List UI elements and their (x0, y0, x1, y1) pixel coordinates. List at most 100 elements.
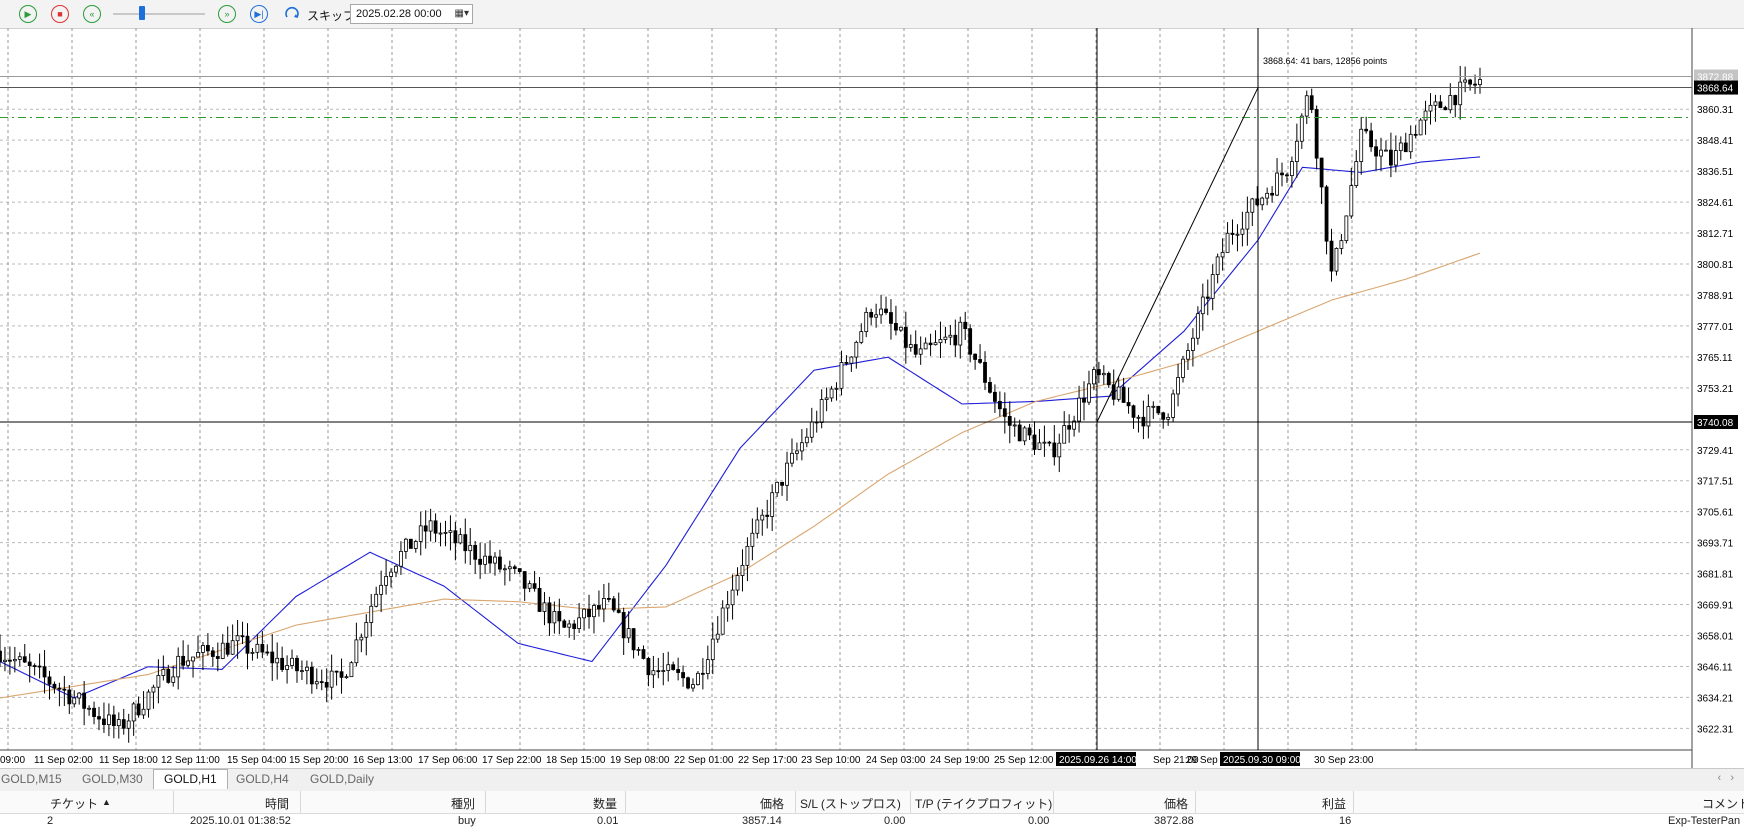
candle-body (1398, 142, 1403, 151)
stop-button[interactable]: ■ (51, 5, 69, 23)
candle-body (735, 575, 740, 591)
candle-body (413, 541, 418, 549)
cell-volume[interactable]: 0.01 (597, 815, 619, 827)
candle-body (790, 452, 794, 464)
candle-body (1384, 149, 1388, 152)
speed-slider-thumb[interactable] (139, 6, 145, 20)
skip-date-input[interactable]: 2025.02.28 00:00 ▦▾ (350, 4, 473, 24)
candle-body (908, 344, 913, 348)
candle-body (1087, 383, 1091, 403)
col-ticket[interactable]: チケット (50, 797, 99, 811)
cell-current-price[interactable]: 3872.88 (1154, 815, 1194, 827)
candle-body (1072, 420, 1077, 430)
speed-slider-track[interactable] (113, 13, 205, 15)
candle-body (879, 308, 883, 316)
col-take-profit[interactable]: T/P (テイクプロフィット) (915, 797, 1053, 811)
cell-stop-loss[interactable]: 0.00 (884, 815, 906, 827)
candle-body (898, 326, 903, 331)
play-button[interactable]: ▶ (19, 5, 37, 23)
candle-body (1423, 110, 1428, 121)
skip-date-value[interactable]: 2025.02.28 00:00 (356, 8, 442, 20)
price-chart[interactable]: 3868.64: 41 bars, 12856 points 3872.8838… (0, 28, 1744, 768)
col-time[interactable]: 時間 (265, 797, 290, 811)
cell-open-price[interactable]: 3857.14 (742, 815, 782, 827)
tab-gold-h1[interactable]: GOLD,H1 (153, 769, 228, 789)
candle-body (191, 656, 195, 662)
candle-body (1364, 128, 1369, 132)
cell-take-profit[interactable]: 0.00 (1028, 815, 1050, 827)
candle-body (1022, 427, 1027, 442)
time-axis: 09:00 11 Sep 02:00 11 Sep 18:00 12 Sep 11:0… (0, 752, 1374, 766)
candle-body (1240, 228, 1245, 235)
price-axis-label: 3753.21 (1697, 384, 1734, 395)
col-price[interactable]: 価格 (760, 797, 785, 811)
candle-body (691, 684, 695, 689)
cell-profit[interactable]: 16 (1339, 815, 1352, 827)
tester-toolbar: ▶ ■ « » ▶| スキップ 2025.02.28 00:00 ▦▾ (0, 0, 1744, 29)
candle-body (1433, 101, 1438, 106)
skip-icon[interactable] (284, 6, 300, 22)
price-axis-label: 3717.51 (1697, 477, 1734, 488)
candle-body (1235, 233, 1240, 236)
candle-body (1344, 215, 1349, 242)
tab-gold-h4[interactable]: GOLD,H4 (236, 772, 289, 786)
candle-body (369, 605, 374, 623)
cell-time[interactable]: 2025.10.01 01:38:52 (190, 815, 291, 827)
rewind-button[interactable]: « (83, 5, 101, 23)
time-axis-label: 19 Sep 08:00 (610, 755, 670, 766)
calendar-dropdown-icon[interactable]: ▦▾ (454, 8, 469, 19)
price-axis-label: 3740.08 (1697, 418, 1734, 429)
col-profit[interactable]: 利益 (1322, 797, 1347, 811)
candle-body (567, 623, 572, 628)
col-current-price[interactable]: 価格 (1164, 797, 1189, 811)
col-volume[interactable]: 数量 (593, 797, 618, 811)
candle-body (824, 397, 829, 401)
trade-table-header: チケット ▲ 時間 種別 数量 価格 S/L (ストップロス) T/P (テイク… (0, 791, 1744, 814)
candle-body (418, 525, 423, 542)
cell-comment[interactable]: Exp-TesterPan (1668, 815, 1741, 827)
candle-body (1319, 157, 1324, 188)
tab-gold-daily[interactable]: GOLD,Daily (310, 772, 375, 786)
sort-arrow-icon[interactable]: ▲ (102, 797, 111, 807)
cell-ticket[interactable]: 2 (47, 815, 54, 827)
candle-body (997, 400, 1002, 410)
col-type[interactable]: 種別 (451, 797, 476, 811)
col-divider (173, 791, 174, 813)
candle-body (696, 672, 700, 686)
candle-body (131, 703, 136, 722)
candle-body (1260, 197, 1265, 206)
table-row[interactable]: 2 2025.10.01 01:38:52 buy 0.01 3857.14 0… (0, 814, 1744, 831)
candle-body (1329, 240, 1334, 272)
tab-scroll-arrows[interactable]: ‹ › (1717, 772, 1735, 784)
candle-body (1191, 337, 1195, 351)
skip-label[interactable]: スキップ (307, 9, 356, 23)
candle-body (1002, 408, 1007, 417)
candle-body (1275, 172, 1279, 196)
candle-body (102, 718, 106, 725)
time-axis-label: 18 Sep 15:00 (546, 755, 606, 766)
candle-body (1339, 240, 1344, 249)
candle-body (532, 583, 537, 589)
candle-body (923, 342, 928, 350)
step-forward-button[interactable]: ▶| (250, 5, 268, 23)
candle-body (770, 492, 775, 517)
candle-body (92, 707, 96, 717)
candle-body (557, 611, 562, 622)
candle-body (186, 660, 190, 666)
col-comment[interactable]: コメント (1702, 797, 1744, 811)
col-stop-loss[interactable]: S/L (ストップロス) (800, 797, 901, 811)
candle-body (349, 662, 354, 678)
cell-type[interactable]: buy (458, 815, 476, 827)
tab-gold-m15[interactable]: GOLD,M15 (1, 772, 62, 786)
candle-body (854, 341, 859, 358)
candle-body (1369, 130, 1374, 148)
tab-gold-m30[interactable]: GOLD,M30 (82, 772, 143, 786)
candle-body (443, 531, 448, 534)
candle-body (1101, 372, 1106, 376)
candle-body (1082, 397, 1086, 403)
fast-forward-button[interactable]: » (218, 5, 236, 23)
candle-body (913, 344, 918, 355)
candle-body (1245, 211, 1250, 230)
candle-body (750, 532, 755, 547)
